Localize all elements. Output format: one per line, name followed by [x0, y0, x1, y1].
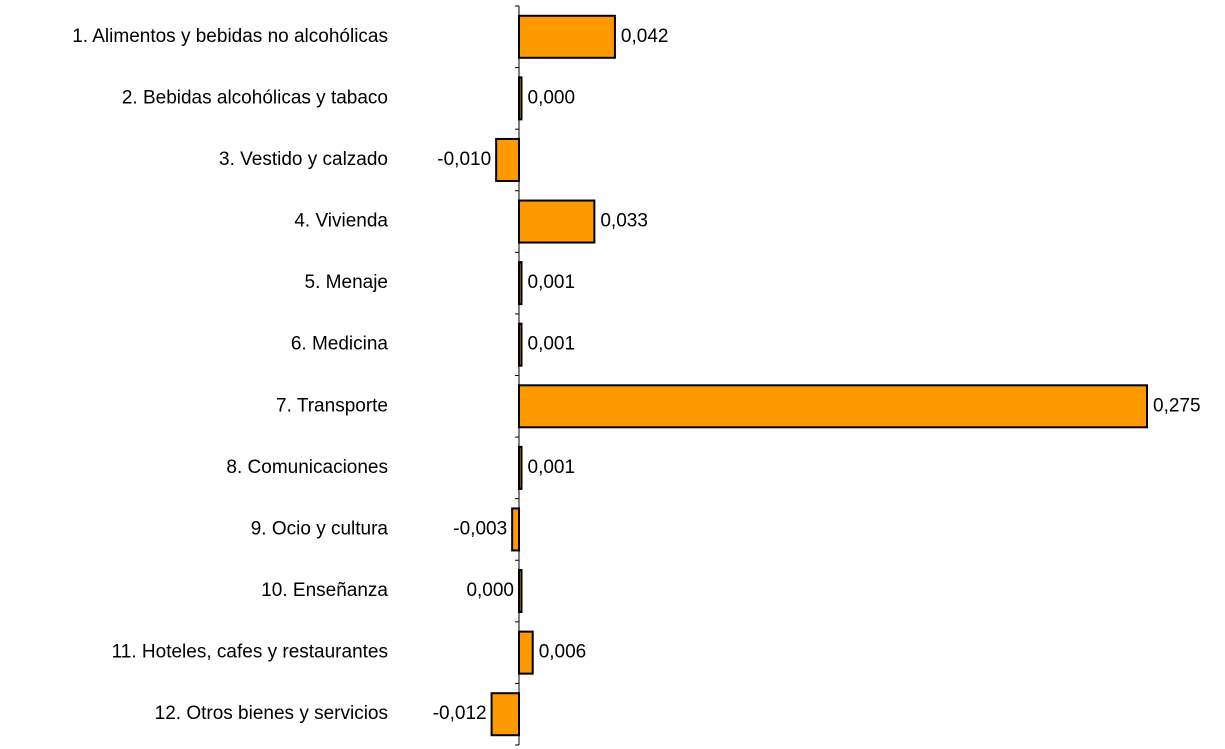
data-label: 0,001 — [528, 457, 576, 478]
bars-layer — [490, 14, 1148, 737]
category-label: 2. Bebidas alcohólicas y tabaco — [122, 87, 388, 108]
data-label: 0,000 — [466, 580, 514, 601]
data-label: 0,275 — [1153, 395, 1201, 416]
bar — [518, 14, 616, 59]
bar — [518, 199, 596, 244]
data-label: 0,033 — [600, 211, 648, 232]
category-label: 1. Alimentos y bebidas no alcohólicas — [72, 26, 388, 47]
bar — [511, 507, 521, 552]
data-label: 0,006 — [539, 642, 587, 663]
labels-layer: 1. Alimentos y bebidas no alcohólicas 0,0… — [72, 26, 1200, 724]
bar — [490, 692, 521, 737]
data-label: 0,000 — [528, 87, 576, 108]
category-label: 5. Menaje — [305, 272, 388, 293]
category-axis — [515, 5, 520, 746]
category-label: 6. Medicina — [291, 334, 389, 355]
data-label: 0,001 — [528, 272, 576, 293]
data-label: 0,042 — [621, 26, 669, 47]
category-label: 4. Vivienda — [294, 211, 388, 232]
bar — [518, 630, 534, 675]
category-label: 12. Otros bienes y servicios — [155, 703, 388, 724]
data-label: -0,012 — [433, 703, 487, 724]
bar — [495, 137, 520, 182]
category-label: 9. Ocio y cultura — [251, 518, 389, 539]
bar — [518, 384, 1148, 429]
category-label: 7. Transporte — [276, 395, 388, 416]
category-label: 8. Comunicaciones — [226, 457, 388, 478]
data-label: -0,003 — [453, 518, 507, 539]
data-label: -0,010 — [437, 149, 491, 170]
category-label: 10. Enseñanza — [261, 580, 388, 601]
category-label: 3. Vestido y calzado — [219, 149, 388, 170]
category-label: 11. Hoteles, cafes y restaurantes — [112, 642, 388, 663]
data-label: 0,001 — [528, 334, 576, 355]
